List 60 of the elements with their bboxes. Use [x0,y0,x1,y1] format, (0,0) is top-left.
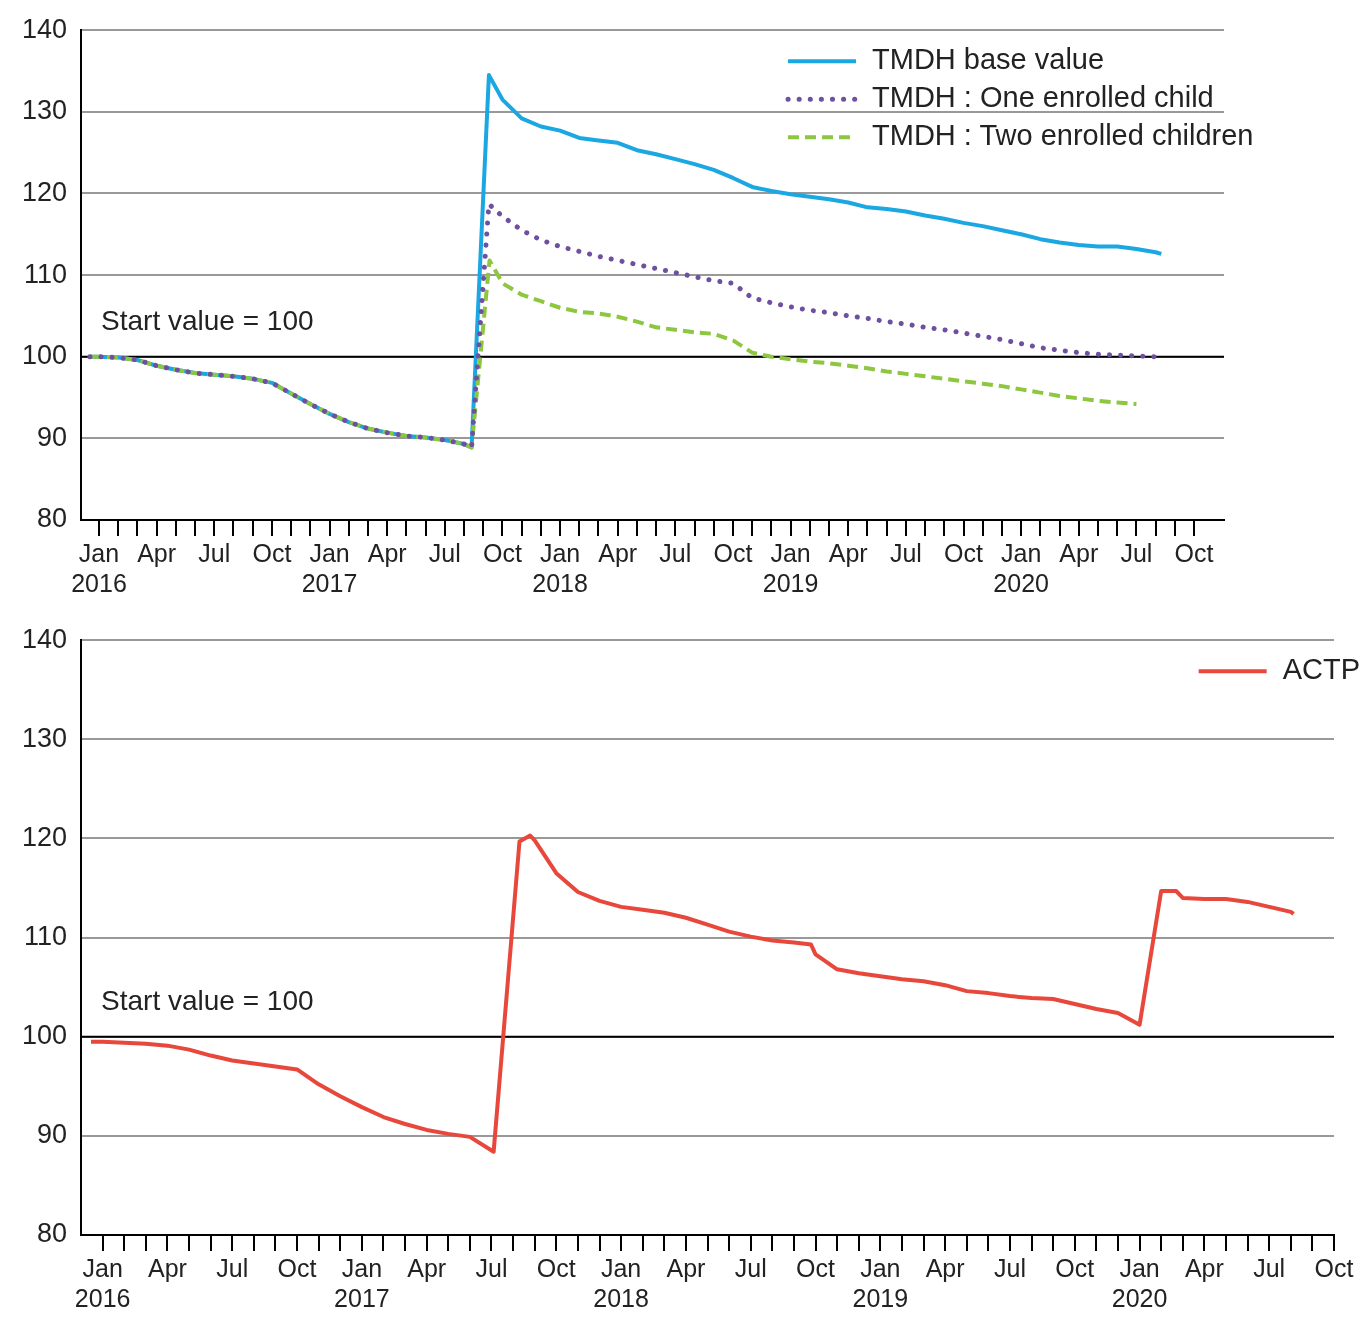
x-tick-label: Jan 2016 [71,538,127,597]
x-tick-label: Jul [889,538,922,567]
x-tick-label: Oct [252,538,292,567]
y-tick-label: 90 [37,1119,68,1150]
x-tick-label: Jul [659,538,692,567]
x-tick-label: Jan 2016 [74,1253,131,1312]
y-tick-label: 80 [37,503,68,534]
legend-label: TMDH : One enrolled child [872,81,1214,114]
x-tick-label: Jan 2020 [1111,1253,1168,1312]
ref-line-label: Start value = 100 [101,985,314,1017]
x-tick-label: Oct [1055,1253,1095,1282]
legend-label: TMDH : Two enrolled children [872,119,1254,152]
x-tick-label: Jul [734,1253,767,1282]
x-tick-label: Apr [148,1253,187,1282]
y-tick-label: 110 [24,921,68,952]
x-tick-label: Jul [216,1253,249,1282]
x-tick-label: Oct [1314,1253,1354,1282]
x-tick-label: Jan 2019 [762,538,819,597]
x-tick-label: Oct [713,538,753,567]
x-tick-label: Apr [666,1253,706,1282]
x-tick-label: Jul [198,538,231,567]
x-tick-label: Jan 2018 [593,1253,649,1312]
x-tick-label: Jan 2020 [993,538,1049,597]
x-tick-label: Jul [475,1253,508,1282]
x-tick-label: Apr [828,538,868,567]
y-tick-label: 100 [21,340,68,371]
x-tick-label: Apr [137,538,177,567]
x-tick-label: Jul [1253,1253,1286,1282]
y-tick-label: 90 [37,421,68,452]
x-tick-label: Apr [407,1253,447,1282]
y-tick-label: 120 [21,821,68,852]
y-tick-label: 110 [24,258,68,289]
legend-label: ACTP [1282,653,1360,686]
x-tick-label: Jan 2019 [852,1253,909,1312]
x-tick-label: Oct [277,1253,317,1282]
x-tick-label: Jul [993,1253,1026,1282]
x-tick-label: Jan 2018 [532,538,588,597]
x-tick-label: Apr [1184,1253,1224,1282]
x-tick-label: Apr [1059,538,1099,567]
y-tick-label: 100 [21,1020,68,1051]
y-tick-label: 130 [21,722,68,753]
x-tick-label: Jan 2017 [301,538,358,597]
x-tick-label: Jul [1120,538,1153,567]
x-tick-label: Oct [482,538,522,567]
x-tick-label: Oct [1174,538,1214,567]
legend-label: TMDH base value [872,43,1105,76]
y-tick-label: 130 [21,95,68,126]
y-tick-label: 140 [21,13,68,44]
x-tick-label: Jul [428,538,461,567]
x-tick-label: Apr [598,538,638,567]
x-tick-label: Oct [944,538,983,567]
y-tick-label: 80 [37,1218,68,1249]
x-tick-label: Apr [925,1253,965,1282]
x-tick-label: Oct [796,1253,836,1282]
ref-line-label: Start value = 100 [101,305,314,337]
x-tick-label: Apr [367,538,407,567]
y-tick-label: 140 [21,623,68,654]
y-tick-label: 120 [21,176,68,207]
x-tick-label: Jan 2017 [334,1253,390,1312]
x-tick-label: Oct [536,1253,576,1282]
